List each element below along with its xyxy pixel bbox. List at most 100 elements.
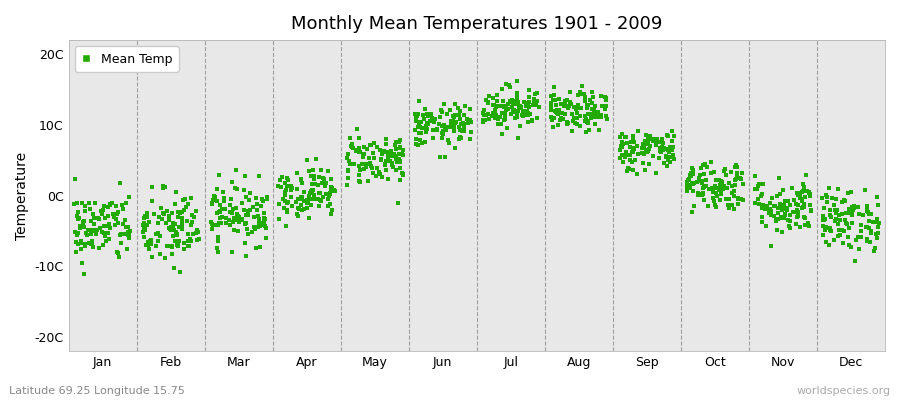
Point [572,113,587,119]
Point [180,230,194,237]
Point [312,203,327,209]
Point [316,194,330,200]
Point [482,116,497,122]
Point [411,98,426,104]
Point [361,177,375,184]
Point [429,126,444,132]
Point [791,209,806,215]
Point [641,140,655,146]
Point [490,98,504,104]
Point [292,206,306,212]
Point [72,224,86,231]
Point [595,102,609,109]
Point [151,214,166,220]
Point [487,102,501,108]
Point [192,236,206,242]
Point [415,125,429,132]
Point [851,211,866,217]
Point [829,216,843,222]
Point [616,158,630,165]
Point [353,179,367,185]
Point [657,159,671,166]
Point [770,226,784,233]
Point [323,184,338,191]
Point [783,218,797,224]
Point [165,210,179,216]
Point [864,228,878,234]
Point [613,134,627,141]
Point [92,244,106,251]
Point [803,193,817,199]
Point [618,134,633,140]
Point [797,214,812,221]
Point [187,214,202,221]
Point [272,215,286,222]
Point [770,210,785,216]
Point [118,217,132,223]
Point [136,222,150,228]
Point [780,205,795,212]
Point [598,105,612,112]
Point [785,185,799,192]
Point [818,192,832,198]
Point [328,187,342,193]
Point [439,124,454,130]
Point [544,93,558,100]
Point [297,206,311,212]
Point [729,170,743,176]
Point [96,242,111,248]
Point [722,180,736,186]
Point [232,217,247,224]
Point [871,224,886,230]
Point [166,244,180,250]
Point [447,114,462,120]
Point [69,213,84,220]
Point [637,167,652,174]
Point [845,212,859,218]
Point [85,231,99,238]
Point [434,106,448,113]
Point [419,110,434,117]
Point [341,168,356,174]
Point [696,185,710,191]
Point [255,222,269,228]
Point [476,117,491,123]
Point [682,176,697,182]
Point [207,193,221,199]
Point [386,164,400,170]
Point [529,115,544,122]
Point [641,135,655,141]
Point [870,194,885,200]
Point [522,99,536,105]
Point [495,131,509,137]
Point [685,209,699,216]
Point [84,227,98,234]
Point [102,220,116,227]
Point [585,100,599,106]
Point [165,243,179,249]
Point [580,111,595,117]
Point [211,249,225,256]
Point [184,222,198,228]
Point [781,198,796,205]
Point [845,207,859,213]
Point [389,154,403,160]
Point [290,186,304,192]
Point [322,191,337,197]
Point [560,118,574,125]
Point [367,155,382,161]
Point [411,130,426,136]
Point [819,224,833,230]
Point [176,207,191,214]
Point [325,207,339,213]
Point [157,210,171,216]
Point [582,126,597,133]
Point [598,94,612,100]
Point [648,136,662,142]
Point [211,238,225,244]
Point [637,151,652,157]
Point [284,194,299,200]
Point [816,223,831,229]
Point [763,200,778,206]
Point [500,104,514,110]
